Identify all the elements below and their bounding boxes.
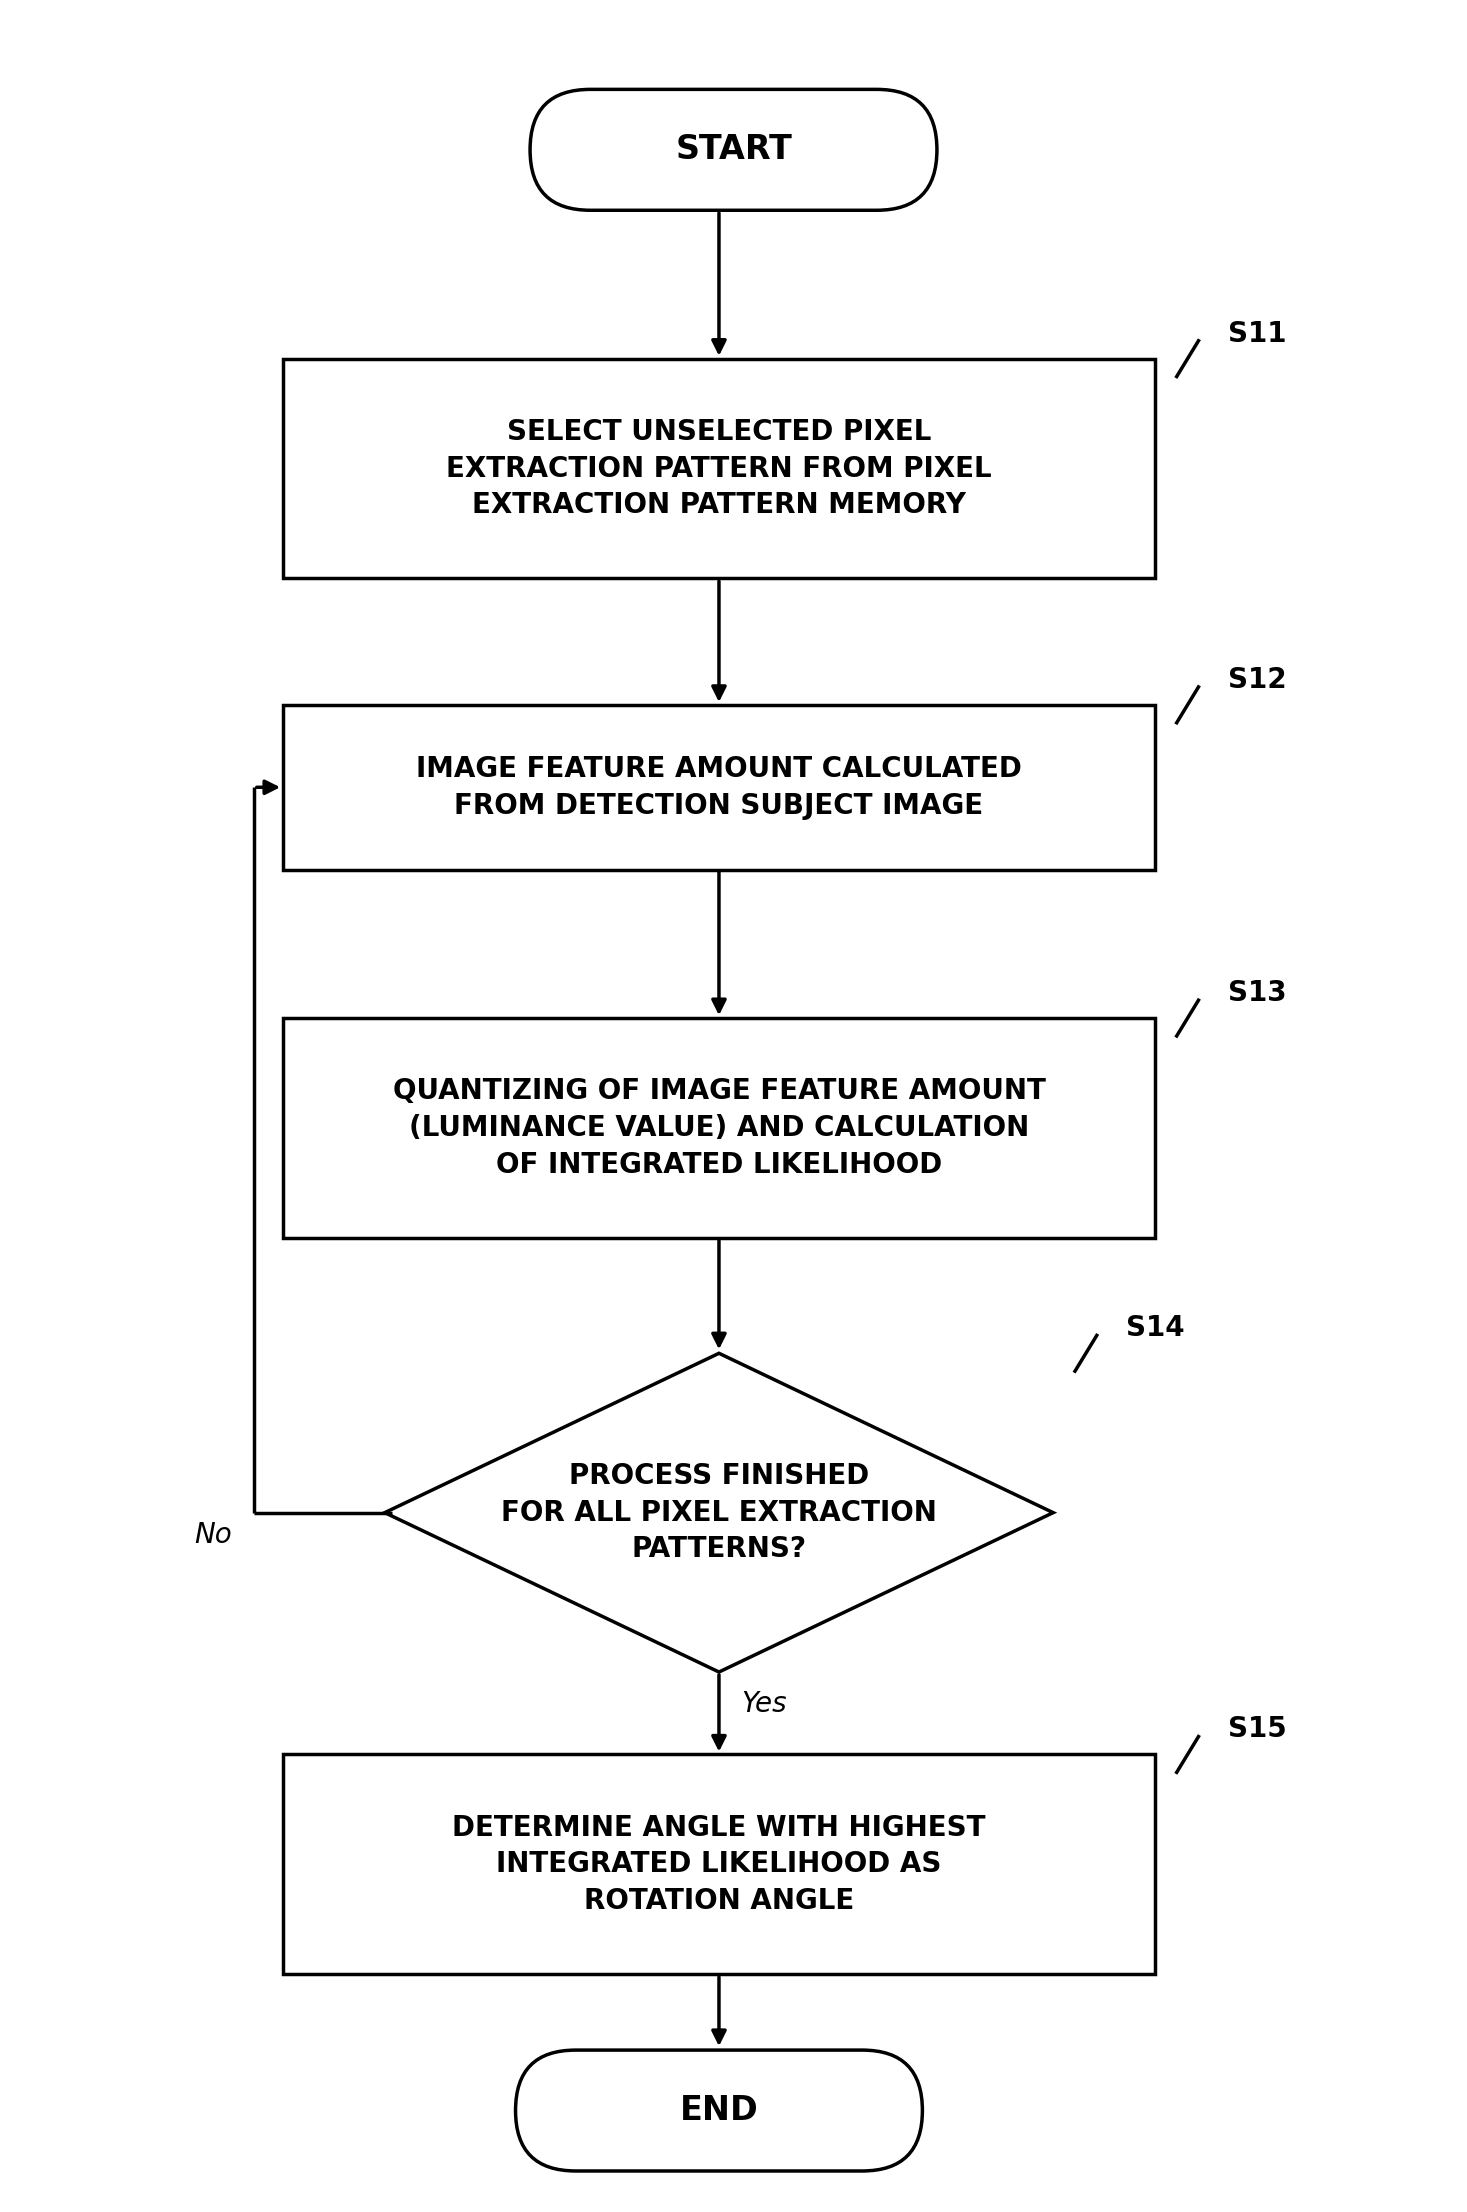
Text: SELECT UNSELECTED PIXEL
EXTRACTION PATTERN FROM PIXEL
EXTRACTION PATTERN MEMORY: SELECT UNSELECTED PIXEL EXTRACTION PATTE… — [446, 418, 992, 520]
Text: No: No — [195, 1520, 232, 1548]
Text: DETERMINE ANGLE WITH HIGHEST
INTEGRATED LIKELIHOOD AS
ROTATION ANGLE: DETERMINE ANGLE WITH HIGHEST INTEGRATED … — [452, 1814, 986, 1916]
Polygon shape — [384, 1354, 1053, 1672]
Text: S14: S14 — [1125, 1314, 1184, 1343]
Text: END: END — [679, 2095, 758, 2128]
Text: S13: S13 — [1228, 980, 1287, 1006]
Text: START: START — [675, 133, 792, 166]
Bar — [283, 1754, 1155, 1975]
Bar — [283, 706, 1155, 869]
FancyBboxPatch shape — [515, 2051, 923, 2170]
Text: IMAGE FEATURE AMOUNT CALCULATED
FROM DETECTION SUBJECT IMAGE: IMAGE FEATURE AMOUNT CALCULATED FROM DET… — [417, 754, 1022, 821]
Text: Yes: Yes — [741, 1690, 786, 1719]
Text: S12: S12 — [1228, 666, 1287, 695]
Bar — [283, 1018, 1155, 1239]
FancyBboxPatch shape — [530, 88, 937, 210]
Bar — [283, 358, 1155, 580]
Text: PROCESS FINISHED
FOR ALL PIXEL EXTRACTION
PATTERNS?: PROCESS FINISHED FOR ALL PIXEL EXTRACTIO… — [502, 1462, 937, 1564]
Text: S15: S15 — [1228, 1717, 1287, 1743]
Text: QUANTIZING OF IMAGE FEATURE AMOUNT
(LUMINANCE VALUE) AND CALCULATION
OF INTEGRAT: QUANTIZING OF IMAGE FEATURE AMOUNT (LUMI… — [393, 1077, 1046, 1179]
Text: S11: S11 — [1228, 321, 1287, 347]
